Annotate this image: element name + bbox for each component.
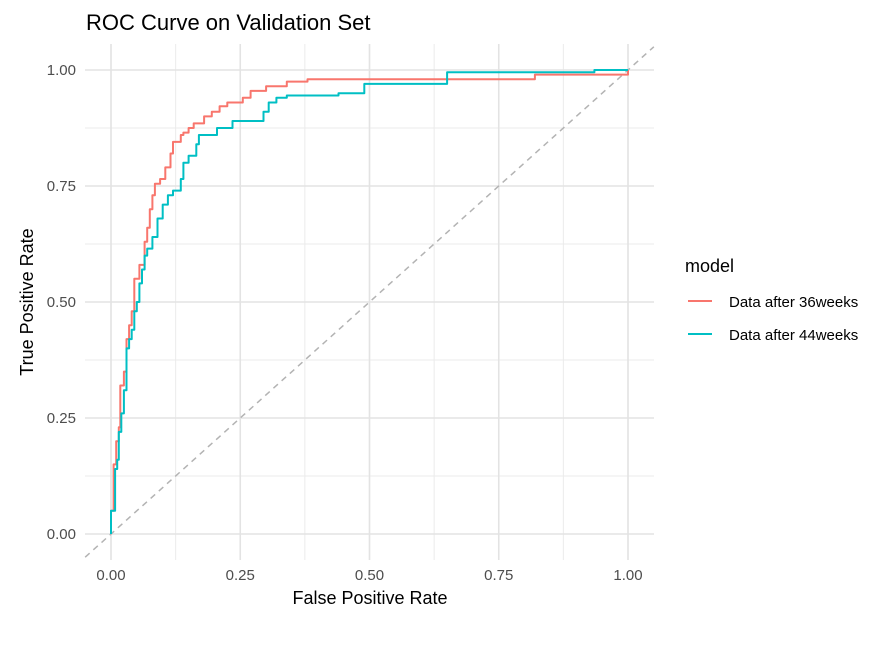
y-tick-label: 0.75 [47,178,76,195]
legend-label-1: Data after 36weeks [729,294,858,311]
x-tick-label: 1.00 [613,567,642,584]
y-tick-label: 1.00 [47,62,76,79]
x-tick-label: 0.75 [484,567,513,584]
y-axis-label: True Positive Rate [17,228,37,375]
x-tick-label: 0.50 [355,567,384,584]
x-axis-label: False Positive Rate [292,588,447,608]
x-tick-label: 0.25 [226,567,255,584]
x-tick-labels: 0.00 0.25 0.50 0.75 1.00 [96,567,642,584]
series-lines [110,69,629,534]
y-tick-label: 0.50 [47,294,76,311]
series-line-1 [110,70,629,534]
y-tick-label: 0.25 [47,410,76,427]
legend: model Data after 36weeks Data after 44wee… [685,256,858,344]
y-tick-label: 0.00 [47,526,76,543]
series-line-2 [110,69,628,534]
legend-title: model [685,256,734,276]
y-tick-labels: 0.00 0.25 0.50 0.75 1.00 [47,62,76,543]
chart-title: ROC Curve on Validation Set [86,10,371,35]
grid [85,44,654,560]
legend-label-2: Data after 44weeks [729,327,858,344]
x-tick-label: 0.00 [96,567,125,584]
